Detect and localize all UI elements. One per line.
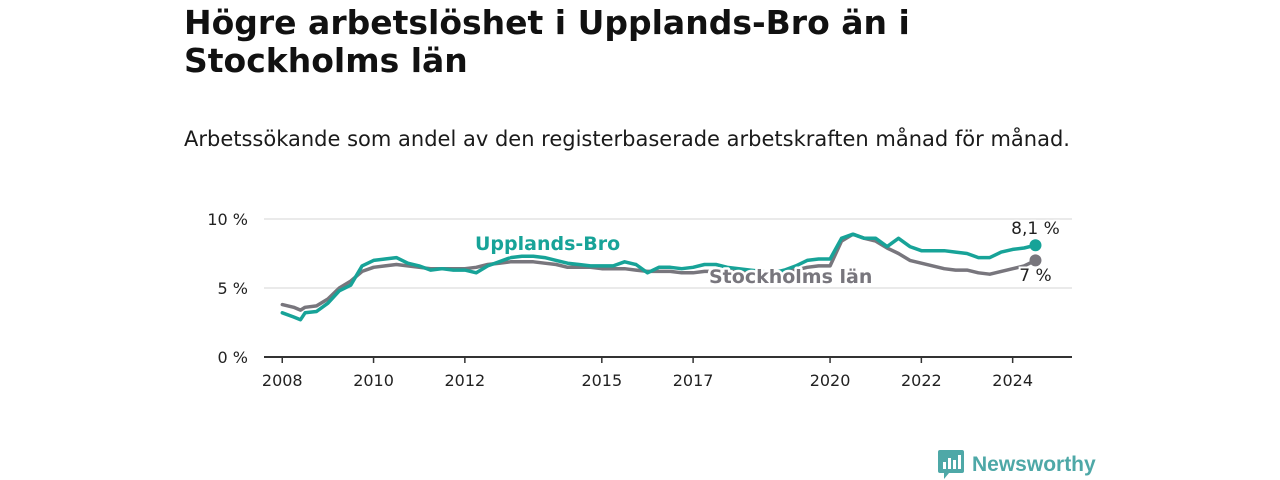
series-lines xyxy=(280,232,1038,322)
x-tick-label: 2015 xyxy=(581,371,622,390)
series-line-0 xyxy=(280,232,1038,322)
end-label-upplands-bro: 8,1 % xyxy=(1011,219,1060,239)
brand-logo: Newsworthy xyxy=(938,450,1096,480)
y-tick-label: 0 % xyxy=(218,348,248,367)
x-tick-label: 2020 xyxy=(810,371,851,390)
series-label-stockholms-lan: Stockholms län xyxy=(709,266,872,288)
y-tick-label: 10 % xyxy=(207,210,248,229)
x-tick-label: 2022 xyxy=(901,371,942,390)
x-tick-label: 2017 xyxy=(673,371,714,390)
newsworthy-logo-icon xyxy=(938,450,964,479)
x-tick-label: 2010 xyxy=(353,371,394,390)
y-tick-label: 5 % xyxy=(218,279,248,298)
chart-title: Högre arbetslöshet i Upplands-Bro än i S… xyxy=(184,3,910,80)
end-point-0 xyxy=(1029,239,1042,252)
gridlines xyxy=(264,218,1072,289)
end-point-1 xyxy=(1029,254,1042,267)
series-label-upplands-bro: Upplands-Bro xyxy=(475,233,620,255)
chart-subtitle: Arbetssökande som andel av den registerb… xyxy=(184,127,1070,151)
x-axis: 2008 2010 2012 2015 2017 2020 2022 2024 xyxy=(262,356,1072,390)
x-tick-label: 2024 xyxy=(992,371,1033,390)
y-axis-ticks: 0 % 5 % 10 % xyxy=(207,210,248,367)
brand-name: Newsworthy xyxy=(972,453,1096,476)
end-label-stockholms-lan: 7 % xyxy=(1019,266,1051,286)
x-tick-label: 2008 xyxy=(262,371,303,390)
series-line-1 xyxy=(280,232,1038,312)
series-labels: Upplands-Bro Stockholms län 8,1 % 7 % xyxy=(473,217,1062,291)
x-tick-label: 2012 xyxy=(444,371,485,390)
